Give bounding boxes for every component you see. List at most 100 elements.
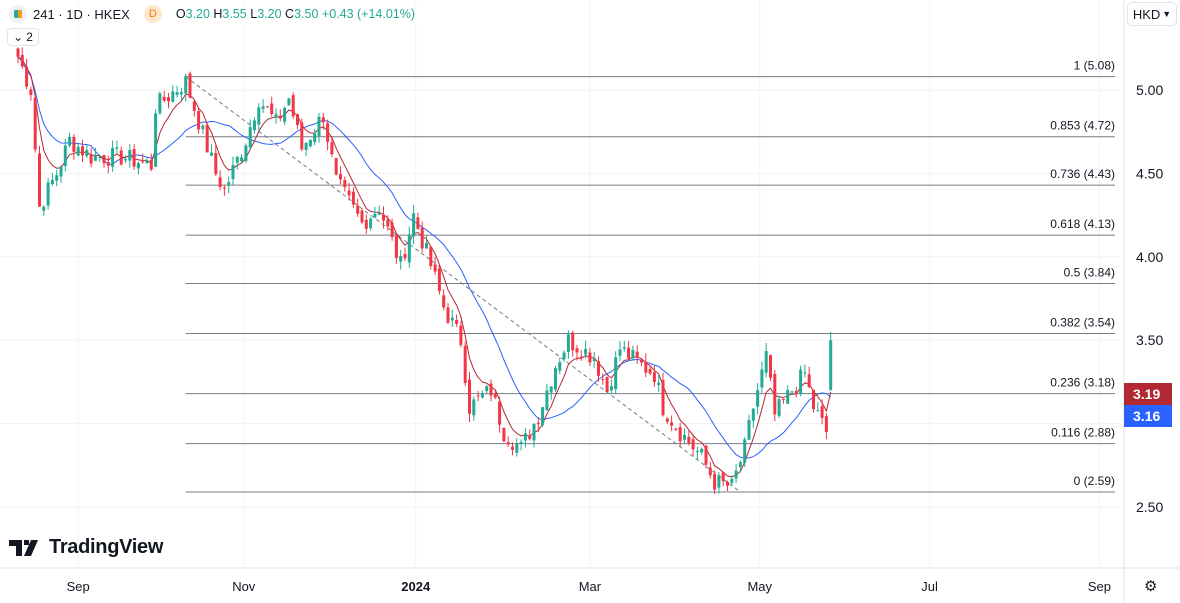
trend-line — [185, 76, 741, 493]
candle — [425, 236, 428, 249]
candle — [390, 218, 394, 241]
candle — [820, 399, 824, 425]
candle-body — [218, 177, 222, 188]
symbol-title[interactable]: 241 · 1D · HKEX — [33, 6, 130, 22]
candle-body — [713, 474, 717, 490]
candle — [141, 153, 145, 164]
time-tick-label: 2024 — [401, 579, 431, 594]
candle — [472, 396, 476, 421]
candle-body — [476, 395, 480, 397]
candle-body — [597, 361, 600, 376]
candle — [291, 92, 295, 119]
candle — [519, 439, 523, 451]
ma-slow-price-badge-bg — [1124, 405, 1172, 427]
candle-body — [29, 89, 33, 96]
candle-body — [498, 401, 502, 425]
candle-body — [562, 352, 566, 360]
candle-body — [394, 235, 398, 259]
candle — [360, 209, 364, 225]
candle — [747, 414, 751, 440]
candle — [132, 144, 136, 170]
candle — [743, 437, 747, 467]
candle — [416, 212, 420, 230]
tradingview-logo[interactable]: TradingView — [9, 536, 163, 559]
candle — [433, 256, 437, 275]
candle — [171, 85, 175, 103]
candle — [829, 331, 833, 391]
candle-body — [781, 398, 785, 401]
candle-body — [115, 147, 119, 149]
candle-body — [111, 147, 115, 167]
candle-body — [614, 357, 618, 390]
candle — [640, 358, 643, 367]
candle — [816, 402, 820, 412]
candle — [803, 364, 807, 378]
candle-body — [89, 153, 93, 164]
candle-body — [425, 242, 428, 249]
candle — [695, 446, 699, 460]
fib-level-label: 0.5 (3.84) — [1064, 265, 1115, 279]
candle-body — [489, 383, 493, 396]
candle-body — [16, 48, 20, 57]
candle — [545, 383, 549, 411]
candle — [334, 158, 338, 176]
candle — [781, 398, 785, 404]
settings-gear-icon[interactable]: ⚙ — [1144, 578, 1158, 595]
candle-body — [674, 428, 678, 430]
candle — [214, 144, 218, 176]
candle-body — [214, 152, 218, 174]
candle-body — [59, 166, 63, 177]
collapse-indicators-button[interactable]: ⌄ 2 — [7, 28, 39, 46]
candle — [356, 198, 360, 217]
candle-body — [265, 106, 269, 108]
currency-selector[interactable]: HKD ▼ — [1127, 2, 1177, 26]
candle-body — [72, 136, 76, 152]
candle — [330, 138, 334, 158]
candle-body — [631, 349, 635, 359]
candle — [343, 176, 347, 192]
candle-body — [141, 161, 145, 163]
chevron-down-icon: ⌄ — [13, 30, 24, 44]
candle-body — [184, 76, 188, 94]
candle-body — [777, 399, 781, 416]
candle — [579, 349, 583, 361]
candle-body — [283, 107, 287, 122]
candle-body — [437, 268, 441, 292]
candle — [76, 142, 80, 157]
candle — [541, 407, 545, 428]
candle-body — [665, 418, 669, 422]
candle-body — [304, 142, 308, 150]
candle-body — [640, 360, 643, 363]
candle — [605, 376, 609, 393]
candle — [476, 391, 480, 402]
candle-body — [541, 407, 545, 426]
candle — [369, 217, 373, 231]
candle-body — [321, 117, 325, 123]
candle-body — [683, 434, 686, 440]
candle-body — [734, 470, 738, 479]
candle-body — [743, 439, 747, 463]
candle-body — [678, 427, 682, 442]
price-tick-label: 3.50 — [1136, 332, 1163, 348]
candle-body — [347, 190, 351, 196]
candle-body — [618, 349, 622, 356]
candle-body — [455, 319, 459, 324]
candle-body — [386, 219, 390, 227]
candle — [93, 147, 97, 162]
price-tick-label: 5.00 — [1136, 82, 1163, 98]
candle-body — [171, 91, 175, 102]
candle-body — [132, 148, 136, 167]
candle-body — [287, 98, 291, 106]
candle — [403, 247, 407, 261]
candle — [227, 176, 231, 194]
fib-level-label: 0.618 (4.13) — [1050, 217, 1115, 231]
candle — [704, 444, 708, 469]
candle-body — [786, 389, 790, 404]
candle — [261, 98, 265, 113]
time-tick-label: Mar — [579, 579, 602, 594]
candle — [751, 408, 755, 429]
candle — [50, 173, 54, 186]
candle — [648, 366, 652, 376]
candle — [235, 155, 239, 170]
